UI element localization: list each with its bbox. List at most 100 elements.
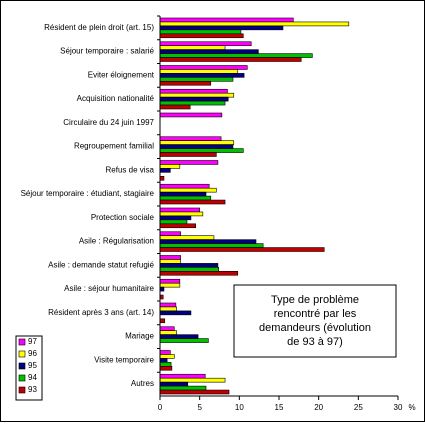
bar xyxy=(159,326,175,332)
bar xyxy=(159,223,197,229)
bar xyxy=(159,160,219,165)
bar xyxy=(159,29,242,35)
x-tick-label: 20 xyxy=(314,403,323,412)
bar xyxy=(159,338,209,343)
bar xyxy=(159,263,219,268)
bar xyxy=(159,104,191,110)
y-tick-label: Refus de visa xyxy=(106,165,155,174)
bar xyxy=(159,247,325,252)
annotation: demandeurs (évolution xyxy=(259,322,371,334)
bar xyxy=(159,41,252,47)
bar xyxy=(159,25,284,31)
bar xyxy=(159,73,245,78)
legend-label: 95 xyxy=(28,361,37,370)
bar xyxy=(159,362,172,367)
bar xyxy=(159,33,244,39)
bar xyxy=(159,187,217,193)
bar xyxy=(159,350,171,355)
bar xyxy=(159,148,244,153)
legend-swatch xyxy=(18,350,26,358)
bar xyxy=(159,88,228,94)
bar xyxy=(159,100,226,106)
bar xyxy=(159,373,206,379)
bar xyxy=(159,112,223,118)
bar xyxy=(159,168,171,173)
legend-swatch xyxy=(18,386,26,394)
bar xyxy=(159,53,313,58)
bar xyxy=(159,152,217,157)
bar xyxy=(159,282,181,288)
legend-label: 97 xyxy=(28,337,37,346)
y-tick-label: Séjour temporaire : étudiant, stagiaire xyxy=(21,189,155,198)
x-axis-label: % xyxy=(408,403,415,412)
y-tick-label: Asile : séjour humanitaire xyxy=(64,284,154,293)
bar xyxy=(159,164,181,169)
legend-label: 94 xyxy=(28,373,37,382)
bar xyxy=(159,358,168,363)
bar xyxy=(159,49,259,54)
bar xyxy=(159,21,350,27)
x-tick-label: 30 xyxy=(394,403,403,412)
legend-label: 93 xyxy=(28,385,37,394)
bar xyxy=(159,211,204,217)
bar xyxy=(159,381,189,387)
y-tick-label: Résident après 3 ans (art. 14) xyxy=(48,308,154,317)
bar xyxy=(159,45,226,50)
y-tick-label: Asile : Régularisation xyxy=(79,237,154,246)
bar xyxy=(159,183,210,189)
bar xyxy=(159,96,229,102)
bar xyxy=(159,385,207,391)
bar xyxy=(159,92,235,98)
bar xyxy=(159,243,264,248)
bar xyxy=(159,267,220,272)
bar xyxy=(159,144,234,149)
bar xyxy=(159,57,302,62)
bar xyxy=(159,389,230,395)
y-tick-label: Mariage xyxy=(125,332,154,341)
bar xyxy=(159,140,235,145)
y-tick-label: Séjour temporaire : salarié xyxy=(60,47,154,56)
bar xyxy=(159,65,248,70)
y-tick-label: Visite temporaire xyxy=(94,355,154,364)
bar xyxy=(159,334,199,339)
bar xyxy=(159,318,166,324)
bar xyxy=(159,377,226,383)
bar xyxy=(159,330,177,335)
x-tick-label: 25 xyxy=(354,403,363,412)
legend-swatch xyxy=(18,374,26,382)
bar xyxy=(159,235,215,240)
bar xyxy=(159,69,239,74)
y-tick-label: Asile : demande statut refugié xyxy=(48,260,154,269)
y-tick-label: Eviter éloignement xyxy=(88,70,155,79)
y-tick-label: Circulaire du 24 juin 1997 xyxy=(63,118,154,127)
bar xyxy=(159,302,177,308)
annotation: Type de problème xyxy=(271,294,359,306)
bar xyxy=(159,231,181,237)
bar xyxy=(159,77,234,82)
bar xyxy=(159,136,222,142)
bar xyxy=(159,176,165,181)
bar xyxy=(159,195,212,201)
x-tick-label: 10 xyxy=(235,403,244,412)
bar xyxy=(159,365,173,371)
bar xyxy=(159,239,257,244)
annotation: de 93 à 97) xyxy=(287,336,343,348)
bar xyxy=(159,81,212,86)
bar xyxy=(159,270,239,276)
y-tick-label: Regroupement familial xyxy=(74,142,154,151)
bar xyxy=(159,259,181,264)
bar xyxy=(159,278,181,284)
y-tick-label: Acquisition nationalité xyxy=(77,94,155,103)
bar xyxy=(159,215,192,221)
bar xyxy=(159,191,207,197)
legend-swatch xyxy=(18,362,26,370)
bar xyxy=(159,207,200,213)
bar xyxy=(159,310,192,316)
y-tick-label: Protection sociale xyxy=(91,213,155,222)
bar xyxy=(159,354,175,359)
x-tick-label: 0 xyxy=(158,403,163,412)
bar xyxy=(159,306,177,312)
annotation: rencontré par les xyxy=(274,308,357,320)
